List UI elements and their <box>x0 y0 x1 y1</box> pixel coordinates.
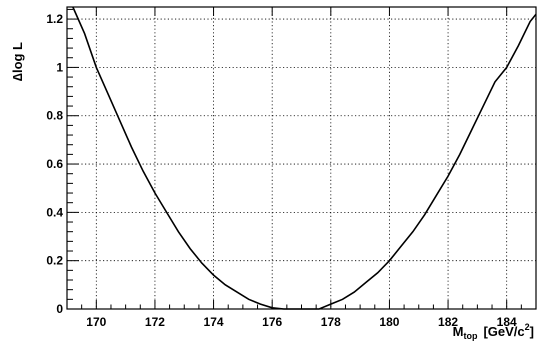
delta-log-l-curve <box>72 6 537 310</box>
x-tick-label: 174 <box>204 315 224 329</box>
x-axis-title-unit: [GeV/c <box>483 324 524 339</box>
x-axis-title-close: ] <box>530 324 534 339</box>
x-tick-label: 172 <box>145 315 165 329</box>
x-tick-label: 178 <box>321 315 341 329</box>
y-axis-title-prefix: ∆ <box>10 73 25 81</box>
y-axis-title-main: log L <box>10 42 25 73</box>
y-tick-label: 0 <box>56 302 63 316</box>
y-tick-label: 0.6 <box>46 157 63 171</box>
x-axis-title-main: M <box>453 324 464 339</box>
x-axis-title-sub: top <box>463 331 477 341</box>
y-tick-label: 0.4 <box>46 205 63 219</box>
plot-frame <box>66 6 537 310</box>
x-tick-label: 184 <box>497 315 517 329</box>
y-tick-label: 0.2 <box>46 254 63 268</box>
y-tick-label: 1.2 <box>46 12 63 26</box>
y-tick-label: 0.8 <box>46 109 63 123</box>
x-tick-label: 182 <box>438 315 458 329</box>
tick-labels: 170 172 174 176 178 180 182 184 0 0.2 0.4 0.6 0.8 1 1.… <box>46 12 517 329</box>
x-axis-title-sup: 2 <box>525 322 530 332</box>
y-tick-label: 1 <box>56 60 63 74</box>
grid-lines <box>67 7 536 309</box>
x-tick-label: 180 <box>379 315 399 329</box>
x-tick-label: 170 <box>86 315 106 329</box>
x-tick-label: 176 <box>262 315 282 329</box>
x-axis-title: Mtop [GeV/c2] <box>453 322 534 341</box>
axis-ticks <box>66 7 537 310</box>
y-axis-title: ∆log L <box>10 42 25 81</box>
